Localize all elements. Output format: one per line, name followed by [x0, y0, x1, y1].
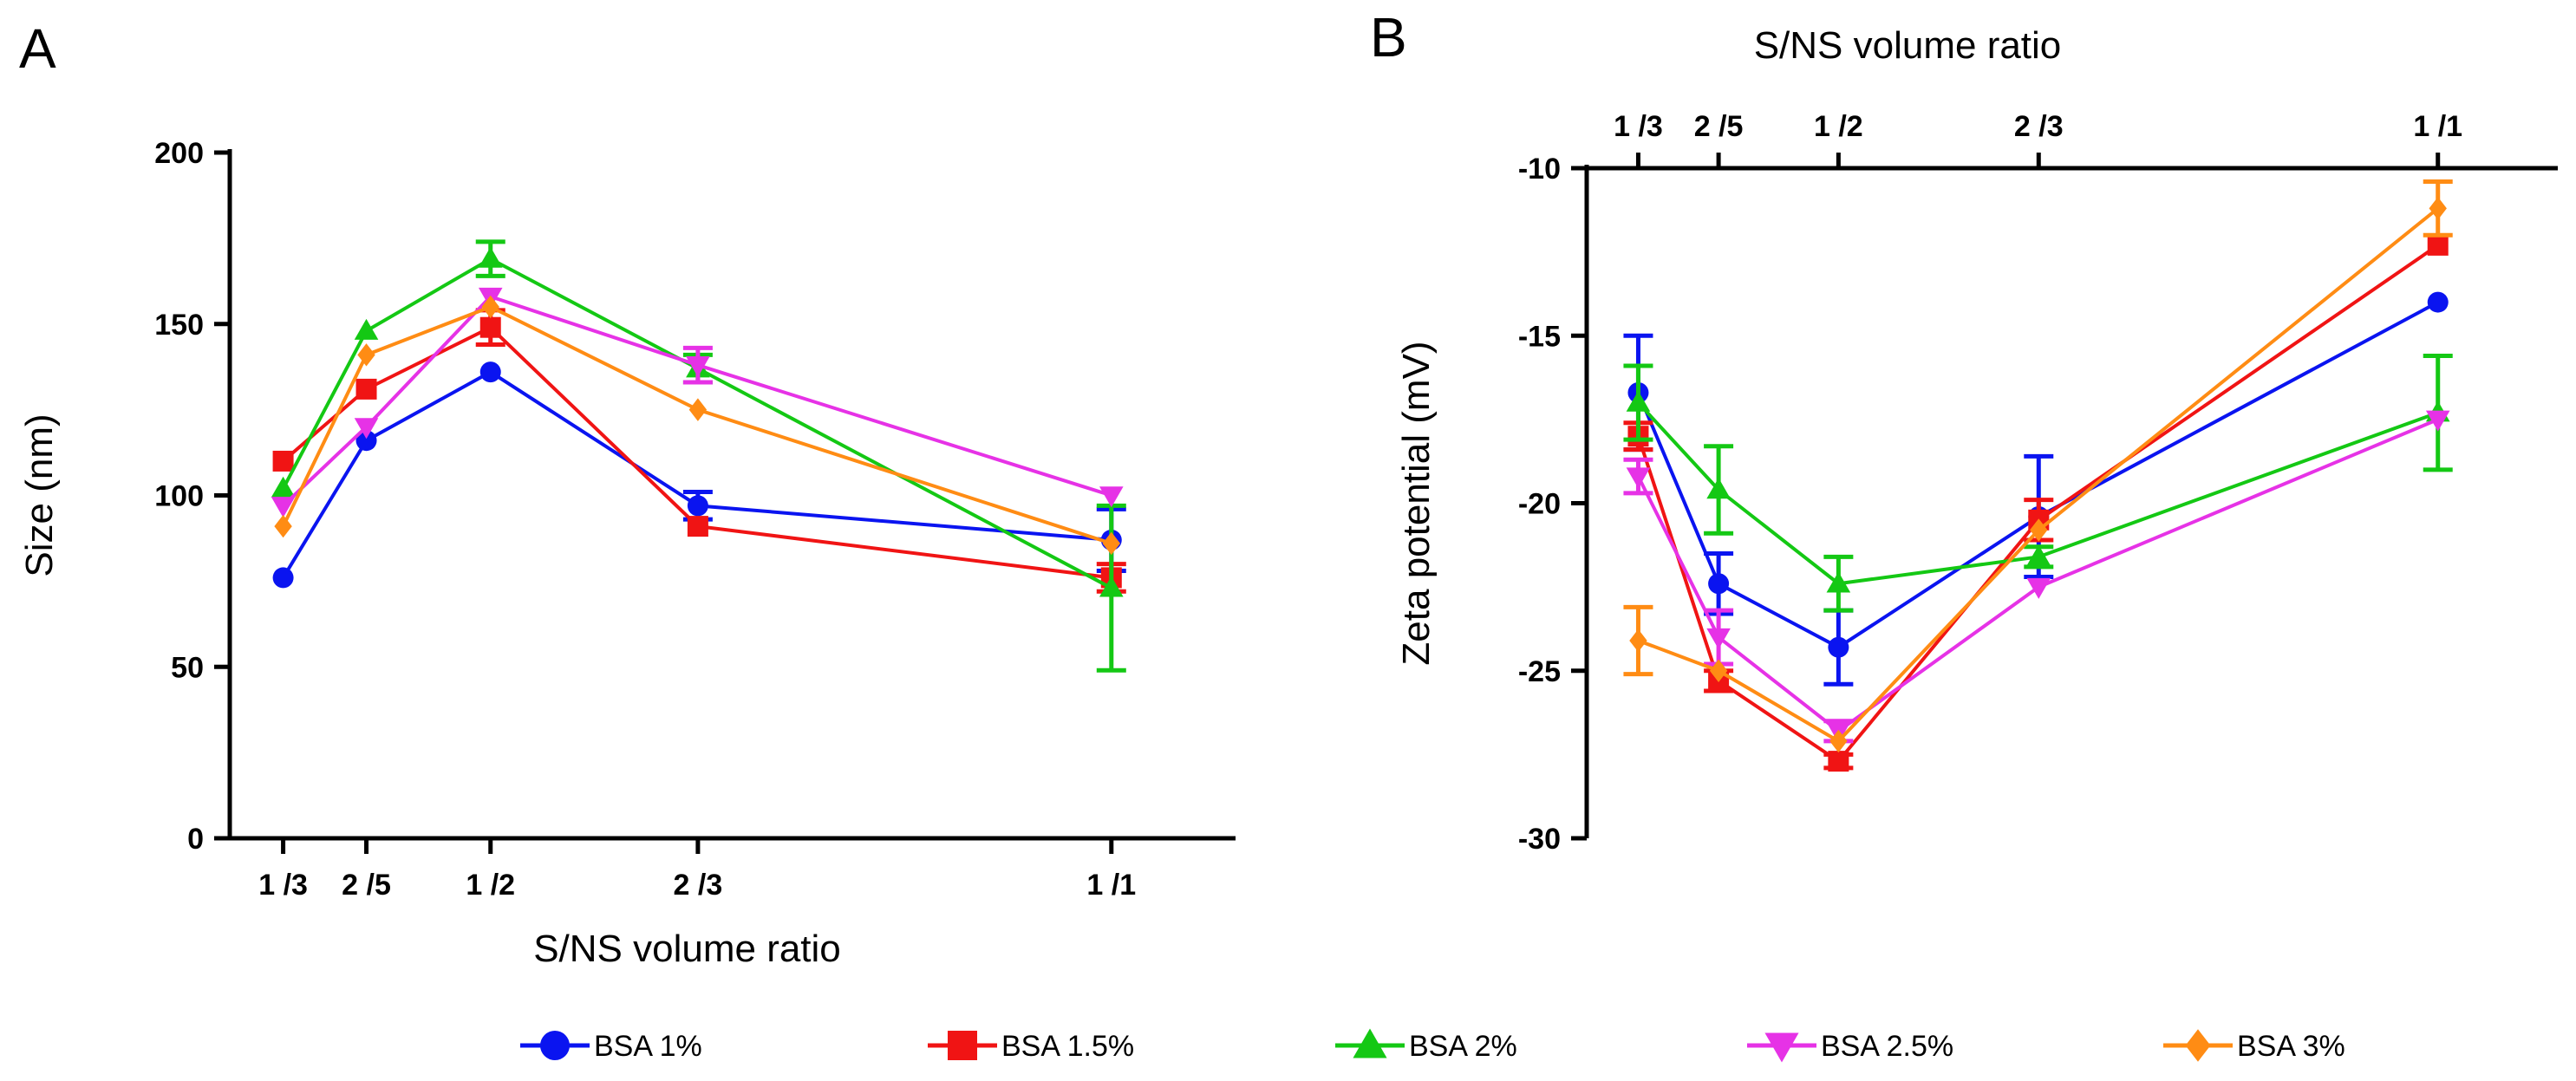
- panel-b-data-point: [2429, 197, 2447, 220]
- legend-label: BSA 1.5%: [1001, 1030, 1134, 1063]
- panel-b-data-point: [2427, 234, 2449, 256]
- panel-b-x-tick-label: 1 /3: [1614, 110, 1663, 143]
- panel-a-data-point: [1099, 576, 1124, 597]
- panel-a-data-point: [355, 378, 377, 400]
- panel-b-y-tick-label: -30: [1518, 823, 1561, 856]
- legend-marker-triangle-up: [1353, 1028, 1387, 1058]
- legend-marker-circle: [540, 1031, 570, 1060]
- panel-a-y-axis-title: Size (nm): [18, 414, 61, 576]
- panel-a-series-bsa-2: [271, 239, 1126, 673]
- panel-b-x-tick-label: 1 /2: [1814, 110, 1863, 143]
- panel-a-x-tick-label: 2 /5: [342, 869, 391, 902]
- panel-a-series-line: [281, 257, 1112, 590]
- panel-a-x-tick-label: 1 /2: [466, 869, 515, 902]
- panel-a-series-bsa-3: [274, 295, 1120, 556]
- legend-marker-triangle-down: [1764, 1032, 1799, 1063]
- panel-a-data-point: [271, 476, 296, 498]
- panel-b-y-tick-label: -25: [1518, 655, 1561, 688]
- panel-a-data-point: [272, 450, 294, 472]
- panel-a-data-point: [354, 318, 379, 340]
- panel-b-data-point: [1826, 571, 1851, 593]
- panel-b-data-point: [1706, 628, 1731, 649]
- legend-item-bsa-3: BSA 3%: [2163, 1029, 2345, 1063]
- panel-b-x-axis-title: S/NS volume ratio: [1754, 24, 2062, 67]
- legend-item-bsa-1-5: BSA 1.5%: [928, 1030, 1134, 1063]
- panel-b-data-point: [2425, 410, 2450, 432]
- panel-a-data-point: [687, 495, 708, 517]
- panel-a-y-tick-label: 50: [171, 651, 204, 684]
- panel-a-y-tick-label: 200: [154, 137, 204, 170]
- panel-b-x-tick-label: 2 /5: [1694, 110, 1744, 143]
- legend-item-bsa-1: BSA 1%: [520, 1030, 702, 1063]
- panel-b-data-point: [2026, 544, 2051, 566]
- legend-marker-diamond: [2185, 1029, 2211, 1062]
- panel-b-x-tick-label: 1 /1: [2413, 110, 2462, 143]
- panel-a-series-bsa-1: [272, 361, 1126, 589]
- panel-b-data-point: [1828, 751, 1849, 772]
- panel-b-data-point: [1629, 628, 1647, 653]
- panel-b-data-point: [2427, 291, 2449, 313]
- panel-a-y-tick-label: 150: [154, 309, 204, 342]
- panel-b-y-axis-title: Zeta potential (mV): [1395, 341, 1438, 665]
- chart-b: -30 -25 -20 -15 -10 1 /3 2 /5 1 /2 2 /3 1 /1 S/NS …: [1395, 24, 2558, 856]
- panel-a-data-point: [355, 430, 377, 452]
- panel-b-data-point: [1829, 729, 1848, 753]
- panel-b-data-point: [1706, 478, 1731, 499]
- panel-a-x-tick-label: 2 /3: [674, 869, 723, 902]
- panel-b-series-bsa-1: [1623, 291, 2449, 687]
- legend: BSA 1% BSA 1.5% BSA 2% BSA 2.5% BSA 3%: [520, 1028, 2345, 1063]
- panel-a-y-tick-label: 100: [154, 480, 204, 513]
- panel-a-data-point: [1099, 486, 1124, 508]
- panel-b-y-tick-label: -10: [1518, 153, 1561, 186]
- panel-a-data-point: [271, 497, 296, 518]
- panel-a-data-point: [688, 398, 708, 421]
- legend-label: BSA 3%: [2237, 1030, 2345, 1063]
- panel-b-data-point: [1626, 467, 1651, 489]
- panel-a-data-point: [357, 343, 375, 367]
- panel-a-data-point: [686, 356, 710, 378]
- panel-a-data-point: [274, 514, 292, 538]
- panel-b-y-tick-label: -20: [1518, 488, 1561, 521]
- chart-a: 0 50 100 150 200 1 /3 2 /5 1 /2 2 /3 1 /1 S/NS vol…: [18, 137, 1236, 970]
- legend-marker-square: [948, 1031, 977, 1060]
- legend-item-bsa-2: BSA 2%: [1335, 1028, 1517, 1063]
- legend-label: BSA 2.5%: [1821, 1030, 1953, 1063]
- panel-a-data-point: [354, 418, 379, 440]
- panel-b-data-point: [2026, 577, 2051, 599]
- panel-a-x-tick-label: 1 /3: [258, 869, 308, 902]
- panel-a-data-point: [272, 567, 294, 589]
- panel-a-data-point: [479, 316, 501, 338]
- legend-item-bsa-2-5: BSA 2.5%: [1747, 1030, 1953, 1063]
- legend-label: BSA 2%: [1409, 1030, 1517, 1063]
- panel-b-label: B: [1370, 6, 1407, 68]
- panel-a-data-point: [687, 516, 708, 537]
- panel-a-data-point: [481, 295, 499, 319]
- panel-b-data-point: [1708, 573, 1730, 595]
- panel-a-label: A: [19, 17, 56, 80]
- panel-b-data-point: [1828, 636, 1849, 658]
- panel-a-x-tick-label: 1 /1: [1086, 869, 1136, 902]
- panel-b-y-tick-label: -15: [1518, 320, 1561, 353]
- panel-b-series-bsa-1-5: [1623, 234, 2449, 772]
- panel-a-data-point: [479, 361, 501, 383]
- panel-a-data-point: [478, 246, 503, 268]
- panel-b-series-bsa-3: [1623, 179, 2453, 753]
- panel-b-x-tick-label: 2 /3: [2014, 110, 2064, 143]
- panel-b-data-point: [2030, 518, 2048, 542]
- panel-a-x-axis-title: S/NS volume ratio: [533, 928, 841, 970]
- panel-a-y-tick-label: 0: [187, 823, 204, 856]
- panel-b-data-point: [1709, 659, 1728, 682]
- legend-label: BSA 1%: [594, 1030, 702, 1063]
- panel-a-data-point: [1102, 531, 1120, 556]
- panel-b-data-point: [1626, 390, 1651, 412]
